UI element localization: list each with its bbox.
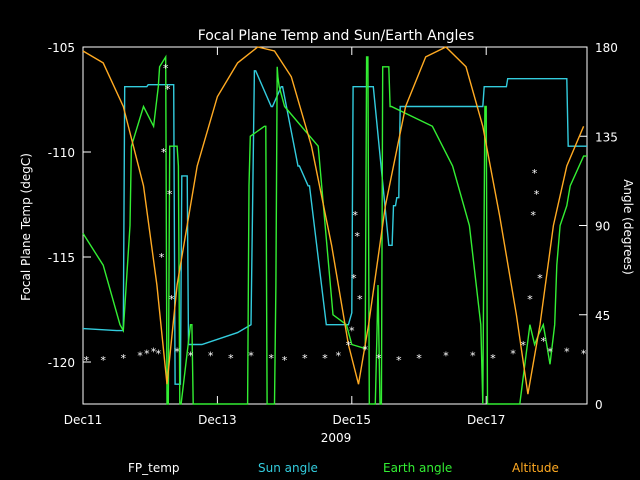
fp-temp-point: * <box>335 350 342 363</box>
fp-temp-point: * <box>144 348 151 361</box>
fp-temp-point: * <box>158 251 165 264</box>
fp-temp-point: * <box>396 354 403 367</box>
y-tick-label-right: 180 <box>595 41 618 55</box>
fp-temp-point: * <box>150 346 157 359</box>
x-tick-label: Dec11 <box>64 413 103 427</box>
fp-temp-point: * <box>527 293 534 306</box>
fp-temp-point: * <box>443 350 450 363</box>
x-tick-label: Dec15 <box>333 413 372 427</box>
x-tick-label: Dec13 <box>198 413 237 427</box>
y-tick-label-left: -105 <box>48 41 75 55</box>
y-axis-label-right: Angle (degrees) <box>621 179 635 275</box>
chart-title: Focal Plane Temp and Sun/Earth Angles <box>198 28 475 44</box>
y-tick-label-right: 135 <box>595 130 618 144</box>
fp-temp-point: * <box>164 83 171 96</box>
fp-temp-point: * <box>490 352 497 365</box>
y-axis-label-left: Focal Plane Temp (degC) <box>19 153 33 301</box>
x-tick-label: Dec17 <box>467 413 506 427</box>
y-tick-label-left: -120 <box>48 356 75 370</box>
altitude-line <box>82 46 585 395</box>
y-tick-label-right: 45 <box>595 309 610 323</box>
sun-angle-line <box>82 70 587 385</box>
fp-temp-point: * <box>345 339 352 352</box>
fp-temp-point: * <box>100 354 107 367</box>
fp-temp-point: * <box>162 62 169 75</box>
legend-earth-angle: Earth angle <box>383 461 453 475</box>
y-tick-label-right: 90 <box>595 220 610 234</box>
fp-temp-point: * <box>301 352 308 365</box>
legend-fp-temp: FP_temp <box>128 461 180 475</box>
earth-angle-line <box>82 54 587 405</box>
fp-temp-point: * <box>510 348 517 361</box>
fp-temp-point: * <box>83 354 90 367</box>
fp-temp-point: * <box>469 350 476 363</box>
fp-temp-point: * <box>530 209 537 222</box>
fp-temp-point: * <box>520 339 527 352</box>
fp-temp-point: * <box>564 346 571 359</box>
fp-temp-point: * <box>540 335 547 348</box>
fp-temp-point: * <box>248 350 255 363</box>
fp-temp-point: * <box>416 352 423 365</box>
fp-temp-point: * <box>168 293 175 306</box>
fp-temp-point: * <box>533 188 540 201</box>
fp-temp-point: * <box>348 325 355 338</box>
fp-temp-point: * <box>547 346 554 359</box>
fp-temp-point: * <box>357 293 364 306</box>
y-tick-label-left: -110 <box>48 146 75 160</box>
fp-temp-point: * <box>352 209 359 222</box>
legend-sun-angle: Sun angle <box>258 461 318 475</box>
plot-region: Dec11 Dec13 Dec15 Dec17 -105 -110 -115 -120 180 1… <box>48 41 618 427</box>
y-tick-label-left: -115 <box>48 251 75 265</box>
fp-temp-point: * <box>166 188 173 201</box>
fp-temp-point: * <box>351 272 358 285</box>
fp-temp-point: * <box>187 350 194 363</box>
legend-altitude: Altitude <box>512 461 559 475</box>
fp-temp-point: * <box>281 354 288 367</box>
fp-temp-point: * <box>207 350 214 363</box>
fp-temp-point: * <box>580 348 587 361</box>
fp-temp-point: * <box>268 352 275 365</box>
fp-temp-point: * <box>155 348 162 361</box>
fp-temp-point: * <box>375 352 382 365</box>
fp-temp-point: * <box>137 350 144 363</box>
fp-temp-point: * <box>531 167 538 180</box>
fp-temp-point: * <box>362 343 369 356</box>
fp-temp-point: * <box>537 272 544 285</box>
fp-temp-point: * <box>228 352 235 365</box>
fp-temp-point: * <box>322 352 329 365</box>
fp-temp-point: * <box>174 346 181 359</box>
y-tick-label-right: 0 <box>595 398 603 412</box>
fp-temp-point: * <box>120 352 127 365</box>
x-axis-label: 2009 <box>321 431 352 445</box>
fp-temp-point: * <box>354 230 361 243</box>
fp-temp-point: * <box>160 146 167 159</box>
